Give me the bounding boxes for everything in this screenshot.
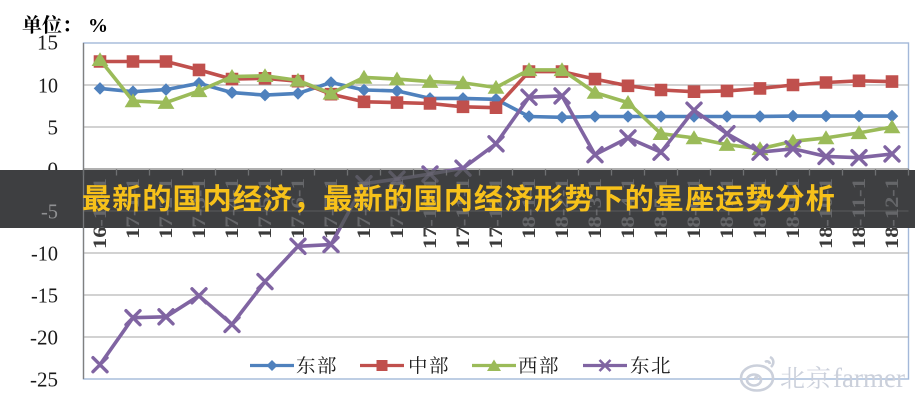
svg-text:18-12-1: 18-12-1 — [882, 178, 903, 249]
svg-text:0: 0 — [48, 158, 59, 182]
svg-text:18-1-1: 18-1-1 — [519, 178, 540, 239]
svg-text:17-5-1: 17-5-1 — [255, 178, 276, 239]
svg-text:-20: -20 — [30, 326, 58, 350]
svg-text:17-6-1: 17-6-1 — [288, 178, 309, 239]
svg-text:5: 5 — [48, 116, 59, 140]
svg-text:-5: -5 — [41, 200, 58, 224]
svg-text:18-3-1: 18-3-1 — [585, 178, 606, 239]
svg-text:%: % — [88, 15, 108, 37]
svg-text:18-2-1: 18-2-1 — [552, 178, 573, 239]
svg-text:15: 15 — [37, 31, 58, 55]
svg-text:-10: -10 — [31, 242, 58, 266]
svg-text:farmer: farmer — [833, 363, 905, 393]
svg-text:10: 10 — [38, 74, 58, 98]
svg-text:18-11-1: 18-11-1 — [849, 178, 870, 249]
svg-text:-15: -15 — [31, 284, 58, 308]
svg-text:17-12-1: 17-12-1 — [486, 178, 507, 249]
svg-text:17-3-1: 17-3-1 — [189, 178, 210, 239]
svg-text:-25: -25 — [30, 368, 58, 392]
